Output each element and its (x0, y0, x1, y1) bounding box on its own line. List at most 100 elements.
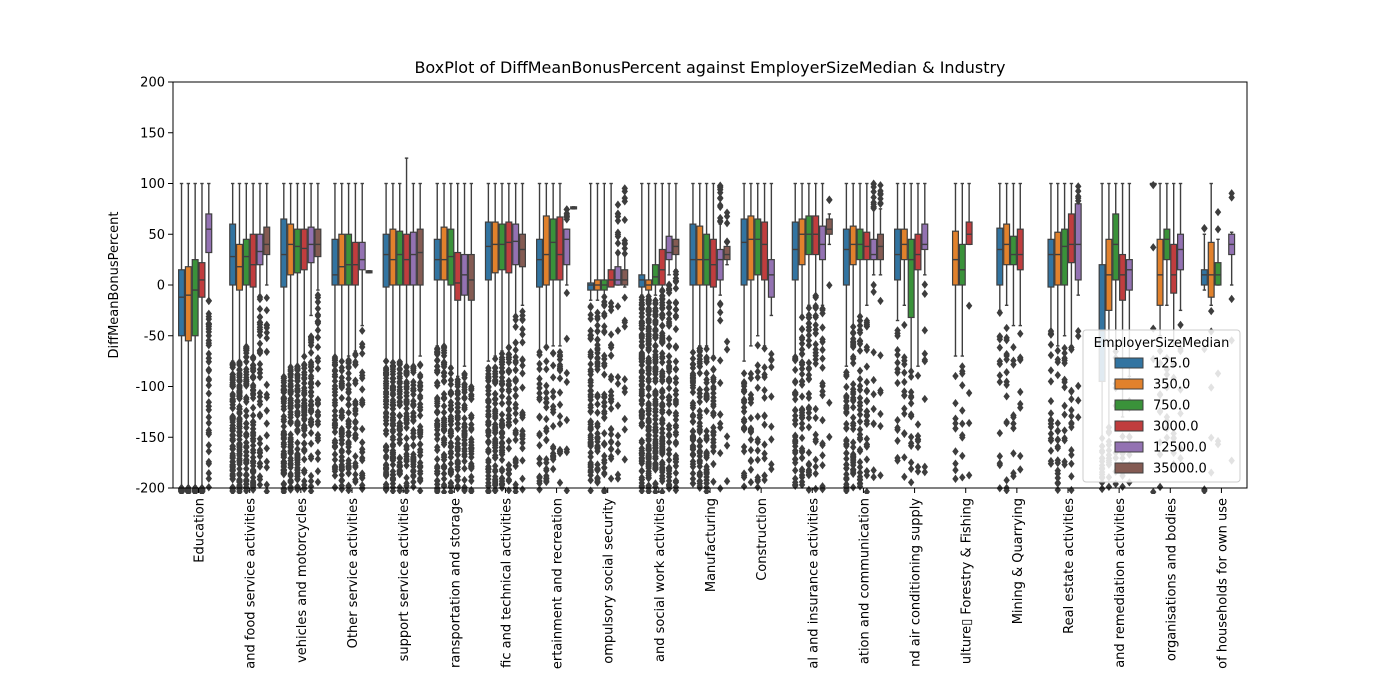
box-3-2 (345, 182, 353, 494)
box-4-1 (389, 182, 397, 494)
box-10-3 (709, 182, 717, 486)
legend-entry: 35000.0 (1153, 462, 1207, 477)
box-13-0 (842, 182, 850, 494)
box-10-0 (689, 182, 697, 488)
x-tick-label: Mining & Quarrying (1011, 498, 1026, 624)
box-10-2 (703, 182, 711, 494)
box-2-2 (293, 182, 301, 494)
box-13-3 (863, 182, 871, 494)
box-1-2 (242, 182, 250, 494)
x-tick-label: and social work activities (653, 498, 668, 662)
box-11-1 (747, 182, 755, 487)
box-12-2 (805, 182, 813, 494)
legend-swatch (1114, 420, 1144, 432)
y-tick-label: -200 (135, 482, 165, 497)
box-11-0 (740, 182, 748, 491)
box-2-3 (300, 182, 308, 493)
box-14-4 (921, 182, 929, 477)
box-15-3 (965, 182, 973, 480)
x-tick-label: of households for own use (1215, 498, 1230, 669)
box-9-0 (638, 182, 646, 494)
box-5-3 (454, 182, 462, 493)
y-axis-label: DiffMeanBonusPercent (107, 211, 122, 358)
plot-area (178, 157, 1236, 494)
x-tick-label: fic and technical activities (499, 498, 514, 668)
box-12-1 (798, 182, 806, 490)
box-0-1 (184, 182, 192, 494)
box-3-3 (351, 182, 359, 487)
box-9-2 (651, 182, 659, 494)
box-4-2 (396, 182, 404, 494)
legend-swatch (1114, 378, 1144, 390)
x-tick-label: and remediation activities (1113, 498, 1128, 668)
box-4-4 (409, 182, 417, 492)
box-20-2 (1214, 207, 1222, 449)
box-8-4 (614, 200, 622, 483)
box-16-0 (996, 182, 1004, 493)
box-5-4 (461, 182, 469, 494)
box-9-1 (645, 182, 653, 494)
box-17-3 (1067, 182, 1075, 494)
box-7-3 (556, 182, 564, 487)
box-14-2 (907, 182, 915, 487)
box-4-5 (416, 182, 424, 494)
box-11-4 (767, 182, 775, 474)
legend-entry: 750.0 (1153, 399, 1190, 414)
box-4-0 (382, 182, 390, 494)
box-6-3 (505, 182, 513, 494)
box-13-4 (870, 179, 878, 482)
box-7-4 (563, 205, 571, 494)
box-7-0 (536, 182, 544, 494)
legend-entry: 12500.0 (1153, 441, 1207, 456)
box-13-1 (849, 182, 857, 492)
x-tick-label: Education (193, 498, 208, 563)
box-2-0 (280, 182, 288, 494)
box-5-0 (433, 182, 441, 494)
legend-swatch (1114, 357, 1144, 369)
box-9-4 (665, 182, 673, 493)
x-tick-label: ation and communication (857, 498, 872, 664)
box-7-2 (549, 182, 557, 474)
x-tick-label: Other service activities (346, 498, 361, 649)
box-8-0 (587, 182, 595, 494)
x-tick-label: organisations and bodies (1164, 498, 1179, 661)
box-16-3 (1016, 182, 1024, 474)
x-tick-label: al and insurance activities (806, 498, 821, 669)
axes: -200 -150 -100 -50 0 50 100 150 200 Education and … (135, 76, 1248, 669)
box-15-1 (951, 182, 959, 483)
box-17-4 (1074, 182, 1082, 422)
box-11-2 (754, 182, 762, 492)
x-tick-label: ulture▯ Forestry & Fishing (960, 498, 975, 664)
box-2-5 (314, 182, 322, 487)
box-11-3 (761, 182, 769, 485)
x-tick-label: nd air conditioning supply (909, 498, 924, 667)
box-3-0 (331, 182, 339, 492)
box-17-2 (1061, 182, 1069, 469)
legend: EmployerSizeMedian 125.0 350.0 750.0 3000.0 1… (1082, 329, 1241, 483)
box-10-5 (723, 208, 731, 486)
box-19-0 (1149, 180, 1157, 494)
legend-swatch (1114, 462, 1144, 474)
x-tick-label: ertainment and recreation (551, 498, 566, 669)
box-5-2 (447, 182, 455, 494)
y-tick-label: -50 (144, 329, 165, 344)
box-0-2 (191, 182, 199, 494)
box-8-2 (600, 182, 608, 494)
x-tick-label: ompulsory social security (602, 498, 617, 664)
box-5-1 (440, 182, 448, 494)
box-20-0 (1200, 224, 1208, 494)
x-tick-label: support service activities (397, 498, 412, 662)
legend-swatch (1114, 399, 1144, 411)
chart-title: BoxPlot of DiffMeanBonusPercent against … (414, 58, 1005, 77)
box-1-4 (256, 182, 264, 489)
box-6-0 (484, 182, 492, 494)
y-tick-label: 0 (157, 279, 165, 294)
legend-entry: 125.0 (1153, 357, 1190, 372)
box-4-3 (403, 157, 411, 494)
legend-title: EmployerSizeMedian (1094, 336, 1230, 351)
y-tick-label: -150 (135, 431, 165, 446)
x-tick-label: and food service activities (244, 498, 259, 669)
box-16-2 (1009, 182, 1017, 481)
x-tick-label: ransportation and storage (448, 498, 463, 668)
box-12-3 (812, 182, 820, 494)
